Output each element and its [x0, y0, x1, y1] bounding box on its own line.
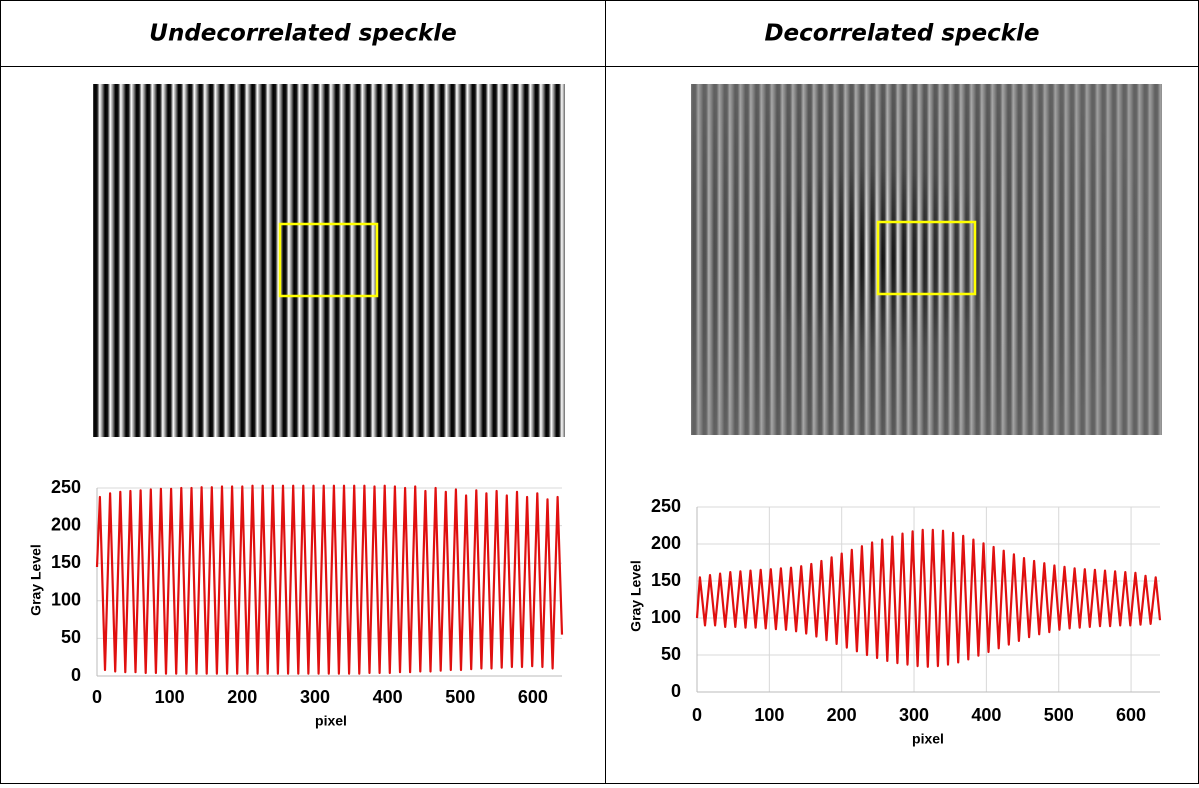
x-tick-label: 400 — [971, 705, 1001, 725]
y-tick-label: 150 — [51, 552, 81, 572]
x-axis-label: pixel — [912, 731, 944, 747]
y-tick-label: 0 — [671, 681, 681, 701]
x-tick-label: 600 — [518, 687, 548, 707]
y-tick-label: 0 — [71, 665, 81, 685]
x-axis-label: pixel — [315, 713, 347, 729]
y-tick-label: 200 — [51, 514, 81, 534]
x-tick-label: 0 — [92, 687, 102, 707]
y-tick-label: 250 — [51, 477, 81, 497]
figure: Undecorrelated speckle Decorrelated spec… — [0, 0, 1199, 784]
x-tick-label: 100 — [155, 687, 185, 707]
y-tick-label: 250 — [651, 496, 681, 516]
y-tick-label: 200 — [651, 533, 681, 553]
x-tick-label: 200 — [227, 687, 257, 707]
y-axis-label: Gray Level — [628, 560, 644, 632]
x-tick-label: 500 — [445, 687, 475, 707]
y-axis-label: Gray Level — [28, 544, 44, 616]
y-tick-label: 100 — [651, 607, 681, 627]
fringe-image — [691, 84, 1162, 435]
x-tick-label: 100 — [754, 705, 784, 725]
x-tick-label: 300 — [899, 705, 929, 725]
column-header: Decorrelated speckle — [764, 21, 1039, 47]
x-tick-label: 300 — [300, 687, 330, 707]
x-tick-label: 400 — [373, 687, 403, 707]
line — [697, 530, 1160, 667]
x-tick-label: 200 — [827, 705, 857, 725]
y-tick-label: 50 — [661, 644, 681, 664]
y-tick-label: 50 — [61, 627, 81, 647]
x-tick-label: 0 — [692, 705, 702, 725]
x-tick-label: 500 — [1044, 705, 1074, 725]
x-tick-label: 600 — [1116, 705, 1146, 725]
fringe-image — [93, 84, 565, 437]
column-header: Undecorrelated speckle — [149, 21, 456, 47]
y-tick-label: 100 — [51, 590, 81, 610]
line — [97, 486, 562, 674]
y-tick-label: 150 — [651, 570, 681, 590]
